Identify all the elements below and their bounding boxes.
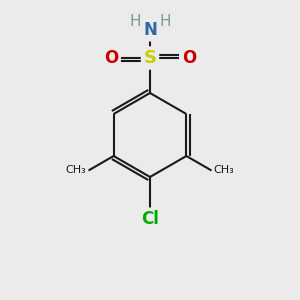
Text: O: O bbox=[182, 49, 196, 67]
Text: CH₃: CH₃ bbox=[66, 165, 86, 175]
Text: S: S bbox=[143, 49, 157, 67]
Text: N: N bbox=[143, 21, 157, 39]
Text: O: O bbox=[104, 49, 118, 67]
Text: Cl: Cl bbox=[141, 210, 159, 228]
Text: H: H bbox=[159, 14, 171, 29]
Text: H: H bbox=[129, 14, 141, 29]
Text: CH₃: CH₃ bbox=[214, 165, 234, 175]
